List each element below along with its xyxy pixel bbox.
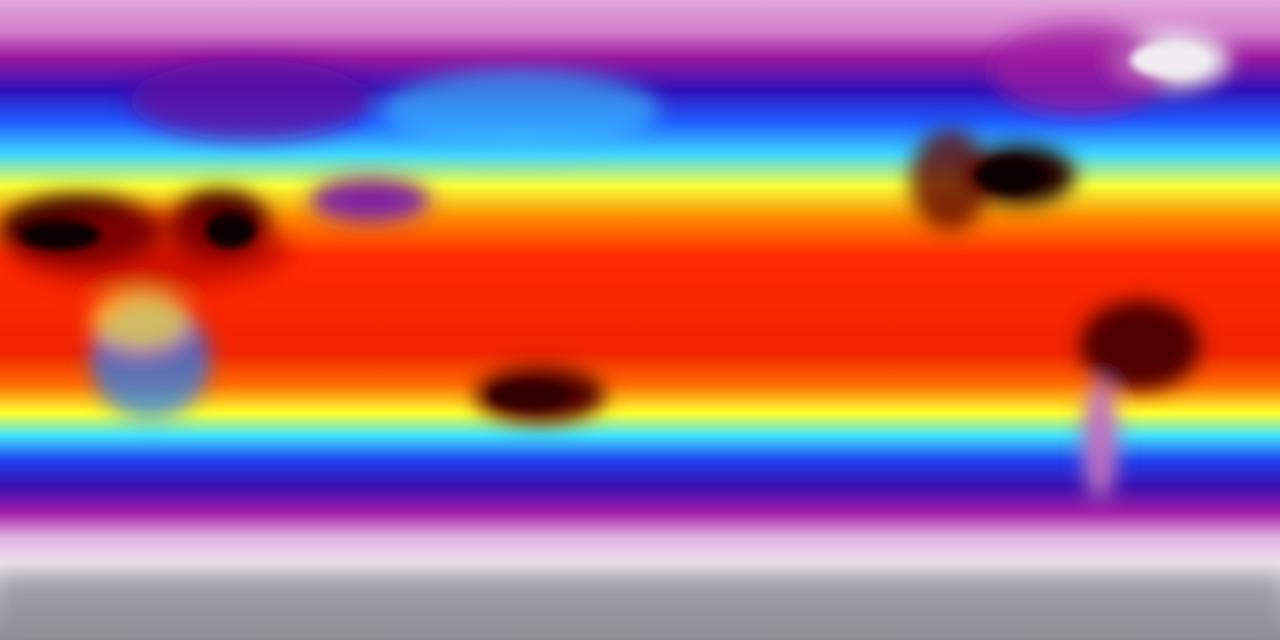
- tibet: [310, 178, 430, 222]
- andes: [1082, 380, 1118, 500]
- south-america-hot: [1080, 300, 1200, 390]
- arctic-canada: [990, 25, 1170, 115]
- greenland-core: [1130, 42, 1210, 78]
- north-america-west: [910, 130, 990, 230]
- detail: [20, 42, 1210, 409]
- central-africa: [90, 290, 190, 350]
- eurasia: [380, 70, 660, 150]
- na-core: [975, 157, 1045, 193]
- australia-core: [490, 381, 570, 409]
- antarctica: [0, 575, 1280, 640]
- arabia-core: [205, 212, 255, 248]
- siberia-west: [130, 60, 370, 140]
- sahara-core: [20, 220, 100, 250]
